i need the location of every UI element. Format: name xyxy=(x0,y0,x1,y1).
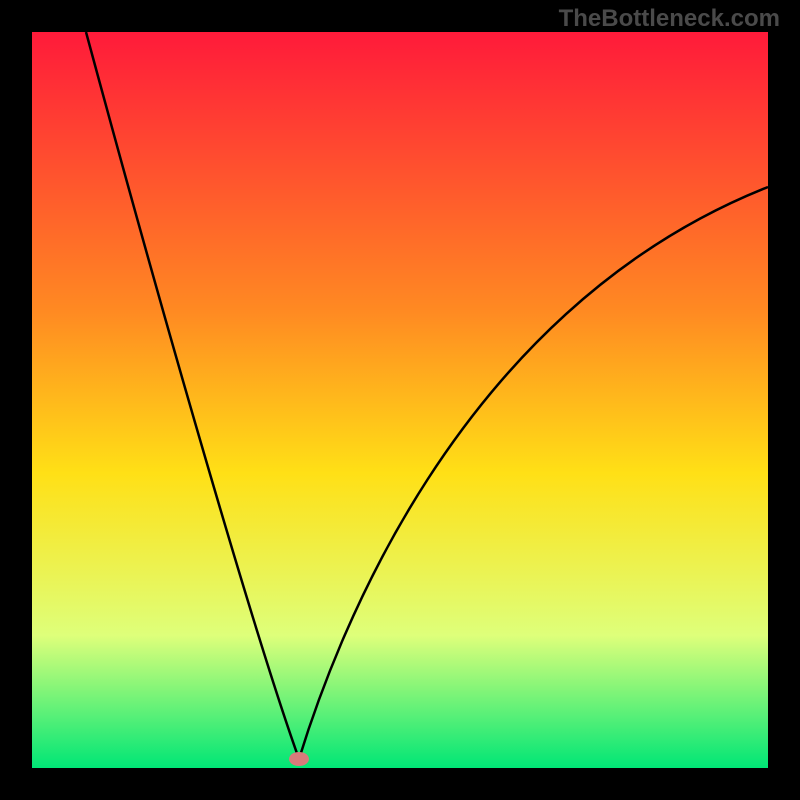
bottleneck-curve xyxy=(32,32,768,768)
watermark-text: TheBottleneck.com xyxy=(559,5,780,33)
optimum-marker xyxy=(289,752,309,766)
plot-area xyxy=(32,32,768,768)
curve-line xyxy=(86,32,768,759)
